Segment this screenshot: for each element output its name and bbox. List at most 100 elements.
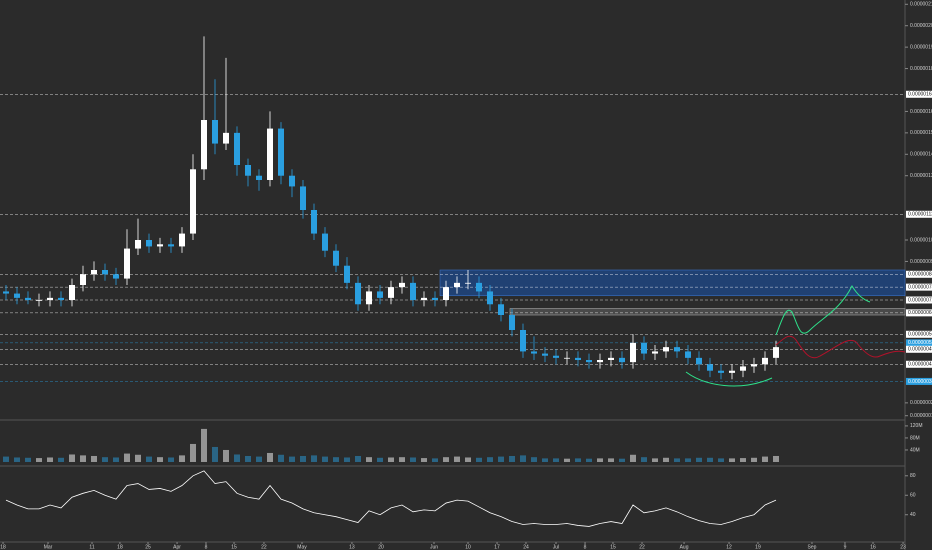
volume-bar (212, 446, 218, 462)
candle-body (520, 330, 526, 352)
y-tick-label: 0.00000210 (910, 2, 932, 8)
volume-bar (91, 455, 97, 462)
candle-body (14, 293, 20, 298)
x-tick-label: 12 (726, 544, 732, 550)
x-tick-label: 16 (870, 544, 876, 550)
candle-body (80, 274, 86, 285)
candle-body (487, 291, 493, 305)
x-tick-label: 19 (755, 544, 761, 550)
volume-bar (542, 458, 548, 462)
volume-bar (300, 455, 306, 462)
volume-bar (223, 449, 229, 462)
volume-bar (663, 457, 669, 462)
candle-body (289, 175, 295, 187)
x-tick-label: 8 (205, 544, 208, 550)
candle-body (311, 210, 317, 234)
candle-body (531, 351, 537, 354)
candle-body (168, 244, 174, 247)
volume-bar (410, 457, 416, 462)
x-tick-label: 13 (349, 544, 355, 550)
x-tick-label: 25 (145, 544, 151, 550)
volume-bar (399, 457, 405, 462)
candle-body (322, 233, 328, 251)
candle-body (388, 287, 394, 298)
volume-bar (443, 457, 449, 462)
candle-body (718, 370, 724, 373)
candle-body (256, 175, 262, 180)
candle-body (179, 233, 185, 247)
candle-body (366, 291, 372, 305)
volume-bar (773, 455, 779, 462)
candle-body (91, 270, 97, 275)
candle-body (102, 270, 108, 275)
candle-body (751, 364, 757, 367)
volume-bar (553, 458, 559, 462)
projection-up (775, 284, 871, 336)
x-tick-label: 22 (639, 544, 645, 550)
level-label: 0.00000034 (908, 379, 932, 385)
volume-bar (696, 457, 702, 462)
rsi-line (5, 470, 777, 527)
candle-body (586, 360, 592, 363)
volume-bar (740, 458, 746, 462)
level-label: 0.00000042 (908, 362, 932, 368)
y-tick-label: 0.00000018 (910, 413, 932, 419)
candle-body (575, 357, 581, 360)
level-label-bg (906, 283, 932, 291)
candle-body (69, 285, 75, 300)
x-tick-label: Apr (173, 544, 181, 550)
candle-body (245, 165, 251, 176)
candle-body (696, 357, 702, 365)
volume-bar (135, 454, 141, 462)
level-label-bg (906, 90, 932, 98)
x-tick-label: 11 (89, 544, 94, 550)
volume-bar (751, 457, 757, 462)
x-tick-label: 8 (584, 544, 587, 550)
volume-bar (476, 457, 482, 462)
candle-body (300, 186, 306, 210)
level-label-bg (906, 330, 932, 338)
candle-body (377, 291, 383, 298)
volume-bar (267, 452, 273, 462)
x-tick-label: Sep (808, 544, 817, 550)
candle-body (355, 282, 361, 305)
volume-bar (377, 457, 383, 462)
volume-bar (179, 455, 185, 462)
volume-bar (289, 456, 295, 462)
level-label-bg (906, 210, 932, 218)
volume-bar (344, 457, 350, 462)
volume-bar (509, 455, 515, 462)
x-tick-label: Mar (44, 544, 53, 550)
volume-bar (69, 454, 75, 462)
volume-bar (333, 457, 339, 462)
candle-body (729, 370, 735, 373)
volume-bar (465, 457, 471, 462)
level-label-bg (906, 360, 932, 368)
volume-bar (113, 457, 119, 462)
candle-body (652, 351, 658, 354)
level-label-bg (906, 309, 932, 317)
volume-bar (168, 457, 174, 462)
volume-bar (234, 454, 240, 462)
y-tick-label: 0.00000180 (910, 66, 932, 72)
candle-body (223, 132, 229, 144)
y-tick-label: 0.00000024 (910, 400, 932, 406)
volume-bar (674, 458, 680, 462)
candle-body (707, 364, 713, 371)
volume-bar (454, 456, 460, 462)
zone (509, 308, 906, 316)
candle-body (674, 347, 680, 352)
candle-body (3, 291, 9, 294)
y-tick-label: 0.00000140 (910, 152, 932, 158)
candle-body (509, 315, 515, 330)
zone (439, 269, 906, 297)
x-tick-label: Aug (680, 544, 689, 550)
volume-bar (498, 456, 504, 462)
volume-bar (619, 458, 625, 462)
volume-bar (311, 455, 317, 462)
level-label: 0.00000049 (908, 347, 932, 353)
candle-body (619, 357, 625, 363)
candle-body (432, 297, 438, 300)
volume-bar (432, 458, 438, 462)
candle-body (762, 357, 768, 365)
